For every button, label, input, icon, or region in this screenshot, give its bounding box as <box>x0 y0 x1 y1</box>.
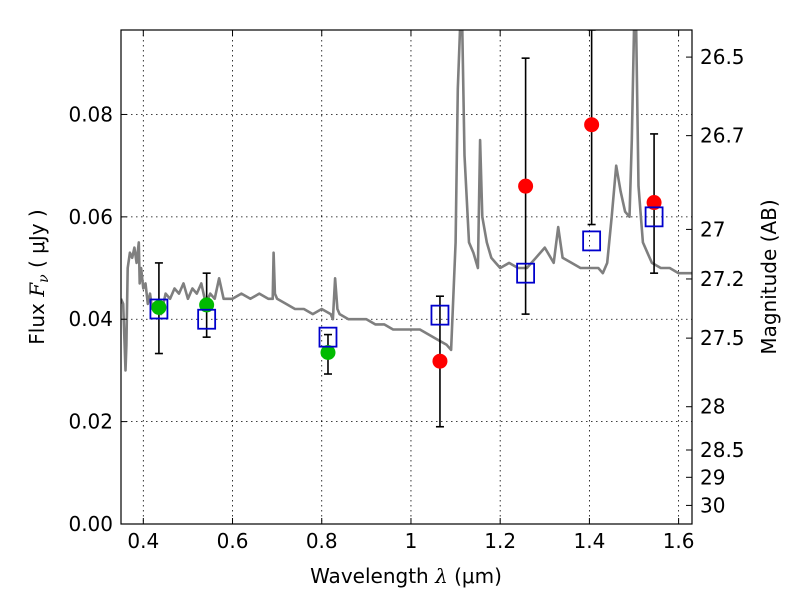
x-tick-label: 0.6 <box>217 529 249 553</box>
blue-square-marker <box>318 326 338 348</box>
y2-tick-label: 27 <box>700 217 725 241</box>
y2-tick-label: 30 <box>700 493 725 517</box>
red-circle-marker <box>584 117 600 133</box>
blue-square-marker <box>644 206 664 228</box>
ticks: 0.4 0.6 0.8 1 1.2 1.4 1.6 0.00 0.02 0.04 0.06 0.08 2… <box>68 30 745 553</box>
y-tick-label: 0.02 <box>68 410 113 434</box>
green-circle-marker <box>151 299 167 315</box>
red-circle-marker <box>432 353 448 369</box>
y-axis-label: Flux Fν ( μJy ) <box>25 209 52 344</box>
red-circle-marker <box>646 195 662 211</box>
y2-tick-label: 27.2 <box>700 267 745 291</box>
y-tick-label: 0.06 <box>68 205 113 229</box>
y2-tick-label: 27.5 <box>700 326 745 350</box>
blue-square-marker <box>516 262 536 284</box>
x-tick-label: 1 <box>405 529 418 553</box>
y-tick-label: 0.08 <box>68 102 113 126</box>
red-circle-marker <box>518 178 534 194</box>
x-tick-label: 0.8 <box>306 529 338 553</box>
x-axis-label: Wavelength λ (μm) <box>310 564 502 588</box>
x-tick-label: 1.4 <box>573 529 605 553</box>
plot-frame <box>120 29 693 525</box>
y-tick-label: 0.00 <box>68 512 113 536</box>
blue-square-marker <box>430 304 450 326</box>
y-tick-label: 0.04 <box>68 307 113 331</box>
plot-area <box>121 30 692 428</box>
blue-square-marker <box>582 230 602 252</box>
green-circle-marker <box>199 297 215 313</box>
green-circle-marker <box>320 345 336 361</box>
y2-tick-label: 28 <box>700 395 725 419</box>
x-tick-label: 0.4 <box>127 529 159 553</box>
y2-tick-label: 28.5 <box>700 438 745 462</box>
blue-square-marker <box>197 308 217 330</box>
y2-tick-label: 26.7 <box>700 124 745 148</box>
grid <box>121 30 692 524</box>
blue-square-marker <box>149 298 169 320</box>
x-tick-label: 1.2 <box>484 529 516 553</box>
y2-axis-label: Magnitude (AB) <box>757 199 781 354</box>
y2-tick-label: 29 <box>700 465 725 489</box>
x-tick-label: 1.6 <box>663 529 695 553</box>
y2-tick-label: 26.5 <box>700 45 745 69</box>
